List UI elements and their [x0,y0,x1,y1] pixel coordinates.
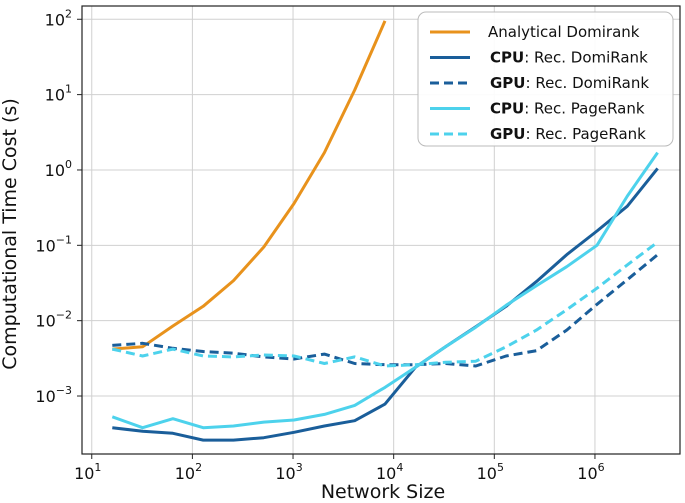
legend-entry-label: Analytical Domirank [488,23,640,41]
legend-entry-label: GPU: Rec. PageRank [490,125,646,143]
y-tick-label: 10−2 [35,309,72,331]
x-tick-label: 101 [74,461,101,483]
x-axis-title: Network Size [321,481,445,503]
y-tick-label: 10−1 [35,233,72,255]
series-line-analytical-domirank [112,20,387,351]
legend-entry-label: CPU: Rec. PageRank [490,100,645,118]
series-line-gpu-rec-domirank [112,253,659,368]
y-tick-label: 100 [45,158,72,180]
legend-entry-label: CPU: Rec. DomiRank [490,49,648,67]
legend: Analytical Domirank CPU: Rec. DomiRank GPU… [417,11,674,147]
x-tick-label: 106 [577,461,604,483]
y-tick-label: 102 [45,7,72,29]
y-tick-label: 101 [45,83,72,105]
y-axis-title: Computational Time Cost (s) [0,98,21,370]
x-axis-ticks: 101 102 103 104 105 106 [74,454,605,483]
y-tick-label: 10−3 [35,384,72,406]
series-line-cpu-rec-pagerank [111,151,659,430]
series-line-cpu-rec-domirank [112,167,659,442]
y-axis-ticks: 10−3 10−2 10−1 100 101 102 [35,7,82,406]
x-tick-label: 102 [175,461,202,483]
x-tick-label: 103 [275,461,302,483]
x-tick-label: 104 [376,461,403,483]
series-layer [111,20,659,442]
x-tick-label: 105 [477,461,504,483]
plot-frame [81,5,681,455]
legend-entry-label: GPU: Rec. DomiRank [490,74,649,92]
legend-box [417,11,674,147]
